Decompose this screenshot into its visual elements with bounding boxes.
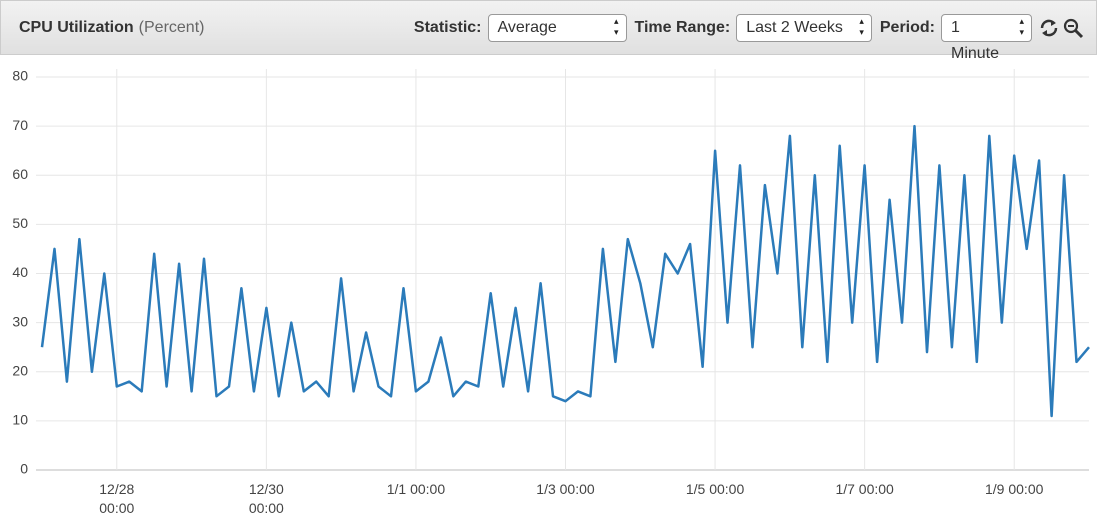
control-label: Period: bbox=[879, 18, 935, 36]
controls: Statistic: Average Time Range: Last 2 We… bbox=[406, 13, 1084, 62]
y-tick-label: 80 bbox=[12, 68, 28, 84]
x-tick-label: 1/7 00:00 bbox=[835, 481, 894, 497]
y-tick-label: 30 bbox=[12, 313, 28, 329]
x-tick-label: 12/28 00:00 bbox=[99, 481, 135, 516]
y-tick-label: 70 bbox=[12, 117, 28, 133]
y-tick-label: 40 bbox=[12, 264, 28, 280]
control-label: Statistic: bbox=[413, 18, 482, 36]
x-tick-label: 1/9 00:00 bbox=[985, 481, 1044, 497]
control-label: Time Range: bbox=[634, 18, 731, 36]
cpu-line bbox=[40, 124, 1090, 418]
x-tick-label: 1/1 00:00 bbox=[386, 481, 446, 497]
select[interactable]: Last 2 Weeks bbox=[736, 13, 872, 42]
title: CPU Utilization bbox=[19, 18, 134, 36]
y-tick-label: 20 bbox=[12, 362, 28, 378]
chart: 0 10 20 30 40 50 60 70 80 bbox=[12, 68, 1090, 477]
x-tick-label: 12/30 00:00 bbox=[248, 481, 284, 516]
header: CPU Utilization (Percent) Statistic: Ave… bbox=[0, 0, 1097, 62]
select[interactable]: Average bbox=[487, 13, 627, 42]
y-tick-label: 0 bbox=[20, 461, 28, 477]
y-tick-label: 50 bbox=[12, 215, 28, 231]
x-tick-label: 1/3 00:00 bbox=[536, 481, 595, 497]
refresh-icon[interactable] bbox=[1038, 17, 1060, 39]
x-tick-label: 1/5 00:00 bbox=[685, 481, 745, 497]
select[interactable]: 1 Minute bbox=[941, 13, 1032, 62]
y-tick-label: 10 bbox=[12, 412, 28, 428]
y-tick-label: 60 bbox=[12, 166, 28, 182]
unit: (Percent) bbox=[138, 18, 205, 36]
zoom-icon[interactable] bbox=[1062, 17, 1084, 39]
